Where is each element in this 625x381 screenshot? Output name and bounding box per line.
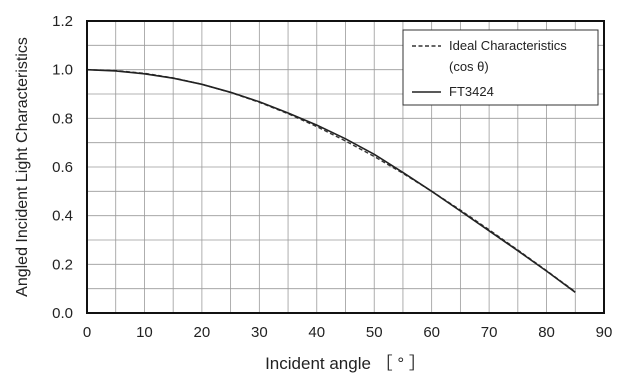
x-tick-label: 0 — [83, 324, 91, 341]
x-tick-label: 10 — [136, 324, 153, 341]
x-tick-label: 50 — [366, 324, 383, 341]
x-axis-title: Incident angle ［ ° ］ — [265, 354, 426, 373]
y-tick-label: 0.4 — [52, 208, 73, 225]
y-tick-label: 0.2 — [52, 256, 73, 273]
y-tick-label: 1.2 — [52, 13, 73, 30]
x-tick-label: 60 — [423, 324, 440, 341]
legend: Ideal Characteristics (cos θ) FT3424 — [403, 30, 598, 105]
x-tick-label: 40 — [308, 324, 325, 341]
y-tick-label: 1.0 — [52, 62, 73, 79]
y-tick-label: 0.8 — [52, 110, 73, 127]
x-tick-label: 70 — [481, 324, 498, 341]
x-tick-label: 80 — [538, 324, 555, 341]
y-tick-label: 0.6 — [52, 159, 73, 176]
y-tick-label: 0.0 — [52, 305, 73, 322]
x-tick-label: 20 — [194, 324, 211, 341]
x-tick-label: 30 — [251, 324, 268, 341]
legend-label-ft3424: FT3424 — [449, 84, 494, 99]
x-tick-label: 90 — [596, 324, 613, 341]
legend-label-ideal: Ideal Characteristics — [449, 38, 567, 53]
legend-label-ideal-line2: (cos θ) — [449, 59, 489, 74]
y-axis-title: Angled Incident Light Characteristics — [14, 37, 31, 297]
